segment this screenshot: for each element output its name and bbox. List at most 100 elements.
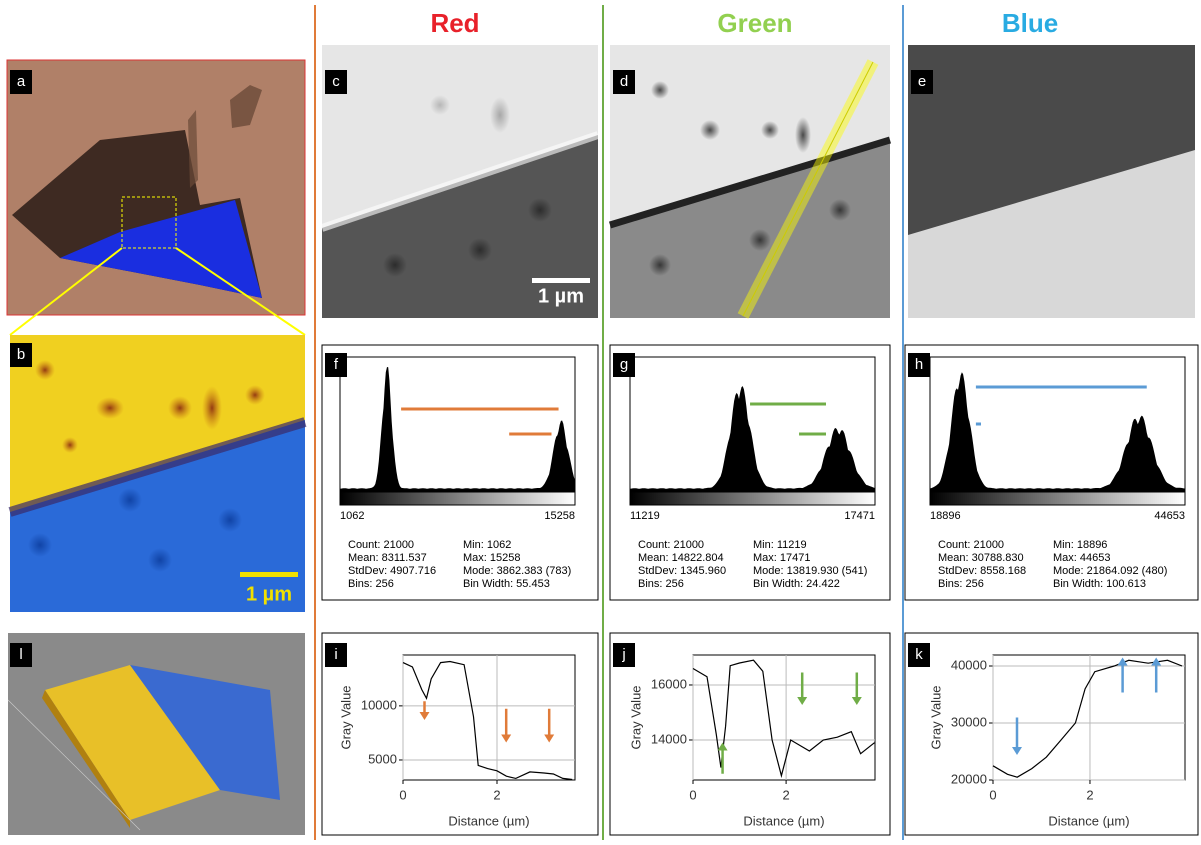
plot-area [402, 654, 576, 781]
histogram-stat: Bin Width: 100.613 [1053, 578, 1146, 590]
y-axis-label: Gray Value [338, 685, 353, 749]
header: Red [430, 8, 479, 38]
histogram-shape [630, 386, 875, 492]
histogram-stat: Mode: 3862.383 (783) [463, 565, 571, 577]
x-axis-label: Distance (µm) [448, 813, 529, 828]
panel-label: a [17, 73, 26, 90]
histogram-min: 1062 [340, 510, 364, 522]
header: Green [717, 8, 792, 38]
arrow-head [717, 742, 728, 751]
histogram-stat: Min: 18896 [1053, 539, 1107, 551]
y-axis-label: Gray Value [928, 685, 943, 749]
histogram-max: 15258 [544, 510, 575, 522]
histogram-plot-area [339, 356, 576, 493]
arrow-head [1012, 747, 1022, 755]
histogram-min: 11219 [630, 510, 660, 522]
arrow-head [544, 734, 555, 743]
histogram-frame [609, 344, 891, 601]
panel-label: l [19, 646, 22, 663]
histogram-frame [904, 344, 1199, 601]
panel-label-box [613, 643, 635, 667]
y-tick-label: 14000 [651, 731, 687, 746]
y-axis-label: Gray Value [628, 685, 643, 749]
histogram-shape [340, 367, 575, 492]
x-tick-label: 0 [399, 787, 406, 802]
y-tick-label: 16000 [651, 676, 687, 691]
panel-label: b [17, 346, 25, 363]
y-tick-label: 10000 [361, 697, 397, 712]
histogram-stat: Bins: 256 [638, 578, 684, 590]
image-d [608, 45, 892, 319]
profile-line [402, 660, 573, 781]
panel-label: c [332, 73, 340, 90]
histogram-stat: Count: 21000 [638, 539, 704, 551]
image-a [6, 59, 306, 336]
histogram-stat: Max: 15258 [463, 552, 520, 564]
histogram-stat: Mean: 14822.804 [638, 552, 724, 564]
y-tick-label: 40000 [951, 657, 987, 672]
image-c [320, 45, 600, 318]
panel-label-box [10, 643, 32, 667]
histogram-stat: Mean: 30788.830 [938, 552, 1024, 564]
histogram-stat: StdDev: 8558.168 [938, 565, 1026, 577]
x-axis-label: Distance (µm) [743, 813, 824, 828]
arrow-head [1117, 657, 1128, 666]
histogram-stat: Mean: 8311.537 [348, 552, 427, 564]
panel-label: g [620, 356, 628, 373]
gray-scale-bar [929, 491, 1186, 506]
arrow-head [419, 712, 430, 720]
panel-label: i [334, 646, 337, 663]
scale-bar-label: 1 µm [538, 285, 584, 307]
histogram-max: 17471 [844, 510, 875, 522]
y-tick-label: 5000 [368, 751, 397, 766]
gray-scale-bar [629, 491, 876, 506]
histogram-min: 18896 [930, 510, 961, 522]
histogram-stat: Mode: 13819.930 (541) [753, 565, 867, 577]
histogram-stat: StdDev: 1345.960 [638, 565, 726, 577]
panel-label: k [915, 646, 923, 663]
panel-label-box [325, 643, 347, 667]
histogram-stat: Bin Width: 55.453 [463, 578, 550, 590]
panel-label-box [325, 353, 347, 377]
profile-line [992, 659, 1183, 778]
histogram-stat: Min: 1062 [463, 539, 511, 551]
arrow-head [851, 697, 862, 705]
panel-label-box [10, 70, 32, 94]
histogram-stat: Bins: 256 [348, 578, 394, 590]
panel-label-box [908, 353, 930, 377]
panel-label: f [334, 356, 339, 373]
x-tick-label: 0 [689, 787, 696, 802]
x-tick-label: 2 [1086, 787, 1093, 802]
profile-frame [321, 632, 599, 836]
arrow-head [797, 697, 808, 705]
histogram-stat: Max: 44653 [1053, 552, 1110, 564]
image-b [8, 335, 307, 612]
plot-area [992, 654, 1186, 781]
panel-label-box [10, 343, 32, 367]
x-tick-label: 2 [782, 787, 789, 802]
histogram-shape [930, 372, 1185, 492]
histogram-stat: Bins: 256 [938, 578, 984, 590]
image-e [908, 45, 1195, 318]
arrow-head [501, 734, 512, 743]
histogram-stat: Bin Width: 24.422 [753, 578, 840, 590]
image-l [7, 633, 305, 835]
gray-scale-bar [339, 491, 576, 506]
histogram-frame [321, 344, 599, 601]
panel-label-box [613, 70, 635, 94]
profile-line [692, 659, 875, 779]
profile-frame [609, 632, 891, 836]
histogram-stat: Count: 21000 [938, 539, 1004, 551]
y-tick-label: 20000 [951, 771, 987, 786]
histogram-max: 44653 [1154, 510, 1185, 522]
histogram-stat: StdDev: 4907.716 [348, 565, 436, 577]
x-axis-label: Distance (µm) [1048, 813, 1129, 828]
panel-label: d [620, 73, 628, 90]
scale-bar-label: 1 µm [246, 583, 292, 605]
header: Blue [1002, 8, 1058, 38]
panel-label: e [918, 73, 926, 90]
y-tick-label: 30000 [951, 714, 987, 729]
panel-label: h [915, 356, 923, 373]
profile-frame [904, 632, 1199, 836]
